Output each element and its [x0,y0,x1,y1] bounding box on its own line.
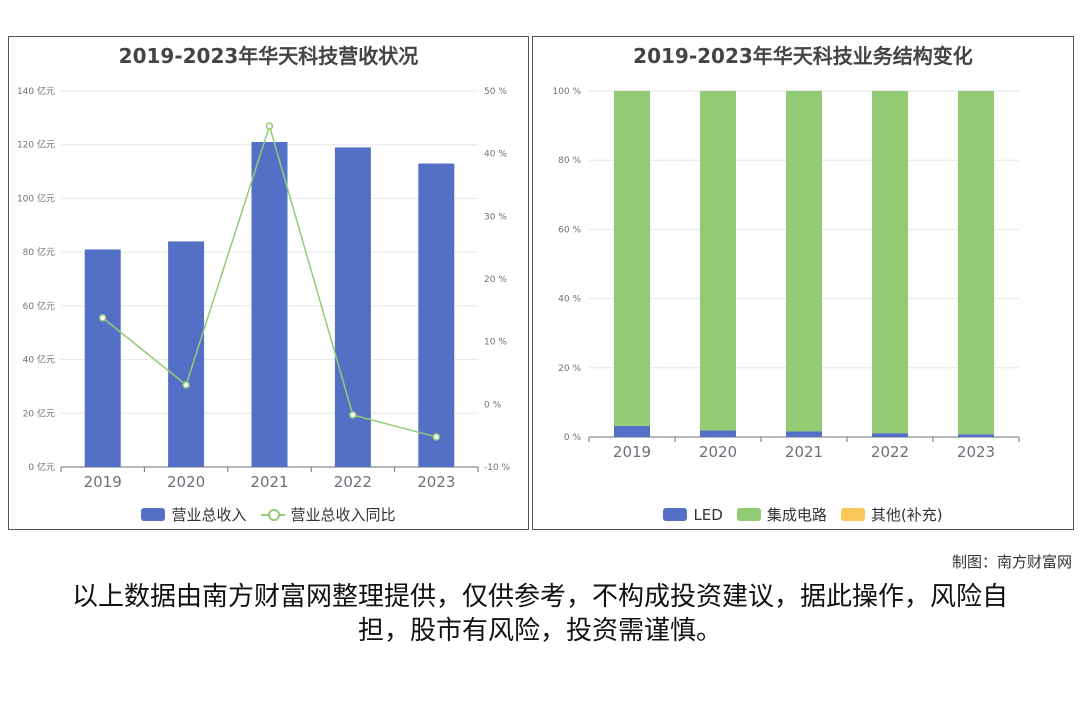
x-tick-label: 2019 [84,473,122,491]
y-tick-label: 40 % [558,295,581,305]
legend-item-revenue-yoy[interactable]: 营业总收入同比 [260,504,396,525]
stacked-bar-segment-led [786,431,822,437]
y-tick-label-right: 50 % [484,87,507,97]
revenue-yoy-point [432,433,441,441]
revenue-chart-legend: 营业总收入 营业总收入同比 [9,504,528,525]
revenue-chart-svg: 0 亿元 20 亿元 40 亿元 60 亿元 80 亿元 100 亿元 120 亿元 140 … [17,85,511,491]
x-tick-label: 2023 [957,443,995,461]
legend-swatch-led [663,508,688,521]
legend-item-led[interactable]: LED [663,505,723,524]
legend-swatch-revenue [141,508,166,521]
legend-swatch-revenue-yoy [260,508,285,521]
chart-credit: 制图：南方财富网 [951,553,1072,571]
y-tick-label-left: 140 亿元 [17,85,55,97]
revenue-bar [84,249,121,467]
stacked-bar-segment-ic [786,91,822,432]
legend-swatch-other [840,508,865,521]
y-tick-label-left: 100 亿元 [17,192,55,204]
revenue-chart-panel: 2019-2023年华天科技营收状况 0 亿元 20 亿元 40 亿元 60 亿元 80… [8,36,529,530]
revenue-bar [251,142,288,467]
x-tick-label: 2023 [417,473,455,491]
stacked-bar-segment-ic [700,91,736,431]
x-tick-label: 2021 [785,443,823,461]
y-tick-label-right: 40 % [484,150,507,160]
structure-chart-title: 2019-2023年华天科技业务结构变化 [633,44,973,68]
y-tick-label-left: 20 亿元 [23,407,55,419]
revenue-bar [168,241,205,467]
legend-label-other: 其他(补充) [870,506,943,524]
structure-chart-svg: 0 % 20 % 40 % 60 % 80 % 100 % 2019 2020 2021 2022… [552,87,1020,461]
y-tick-label-right: 0 % [484,400,502,410]
structure-chart-panel: 2019-2023年华天科技业务结构变化 0 % 20 % 40 % 60 % 80 %… [532,36,1074,530]
x-tick-label: 2020 [167,473,205,491]
revenue-yoy-point [98,314,107,322]
y-tick-label-right: 20 % [484,275,507,285]
stacked-bar-segment-led [614,425,650,437]
stacked-bar-segment-ic [614,91,650,426]
stacked-bar-segment-ic [958,91,994,435]
y-tick-label: 20 % [558,364,581,374]
structure-chart-legend: LED 集成电路 其他(补充) [533,504,1073,525]
revenue-chart-title: 2019-2023年华天科技营收状况 [118,44,419,68]
y-tick-label-left: 0 亿元 [28,461,55,473]
legend-item-revenue[interactable]: 营业总收入 [141,504,247,525]
legend-label-ic: 集成电路 [766,506,827,524]
y-tick-label-right: 30 % [484,212,507,222]
legend-swatch-ic [736,508,761,521]
x-tick-label: 2022 [334,473,372,491]
revenue-yoy-point [182,381,190,389]
y-tick-label: 60 % [558,225,581,235]
stacked-bar-segment-led [958,434,994,437]
stacked-bar-segment-led [872,433,908,437]
y-tick-label: 80 % [558,156,581,166]
x-tick-label: 2020 [699,443,737,461]
y-tick-label-left: 80 亿元 [23,246,55,258]
y-tick-label-left: 40 亿元 [23,354,55,366]
disclaimer-text: 以上数据由南方财富网整理提供，仅供参考，不构成投资建议，据此操作，风险自担，股市… [71,582,1008,646]
legend-label-led: LED [693,505,723,524]
x-tick-label: 2021 [250,473,288,491]
y-tick-label: 100 % [552,87,581,97]
revenue-yoy-point [349,411,357,419]
legend-label-revenue-yoy: 营业总收入同比 [290,506,396,524]
y-tick-label: 0 % [564,433,582,443]
legend-item-ic[interactable]: 集成电路 [736,504,827,525]
stacked-bar-segment-ic [872,91,908,434]
revenue-bar [418,163,455,467]
y-tick-label-right: 10 % [484,338,507,348]
revenue-yoy-point [265,122,274,130]
y-tick-label-left: 120 亿元 [17,139,55,151]
y-tick-label-left: 60 亿元 [23,300,55,312]
x-tick-label: 2019 [613,443,651,461]
legend-label-revenue: 营业总收入 [171,506,247,524]
x-tick-label: 2022 [871,443,909,461]
y-tick-label-right: -10 % [484,463,511,473]
legend-item-other[interactable]: 其他(补充) [840,504,943,525]
stacked-bar-segment-led [700,430,736,437]
